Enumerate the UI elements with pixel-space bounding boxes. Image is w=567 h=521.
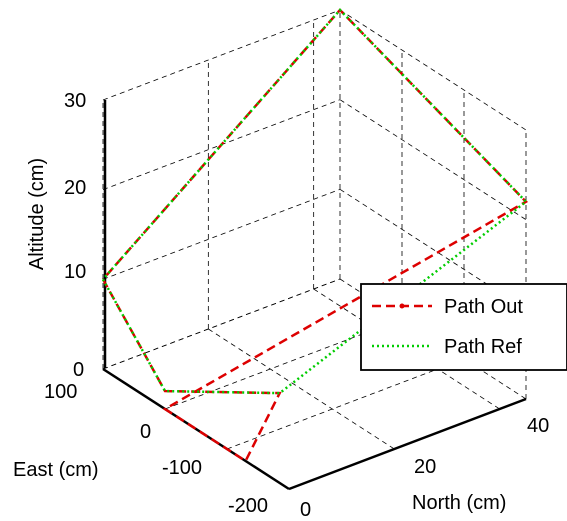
grid-line (102, 9, 341, 101)
x-axis-line (288, 397, 527, 491)
z-tick-label: 0 (73, 359, 84, 381)
legend-box (360, 283, 567, 371)
grid-line (226, 358, 465, 450)
x-tick-label: 20 (414, 456, 436, 478)
z-axis-label: Altitude (cm) (26, 158, 48, 270)
axis-labels: Altitude (cm) East (cm) North (cm) (13, 158, 506, 514)
y-tick-label: -200 (228, 495, 268, 517)
y-tick-label: -100 (162, 457, 202, 479)
series-line-path-out (101, 8, 529, 463)
y-tick-label: 0 (140, 421, 151, 443)
grid-line (102, 188, 341, 280)
x-tick-label: 40 (527, 415, 549, 437)
grid-line (102, 278, 341, 370)
y-axis-label: East (cm) (13, 459, 99, 481)
x-axis-label: North (cm) (412, 492, 506, 514)
z-tick-label: 20 (64, 177, 86, 199)
axes (102, 100, 527, 491)
legend-marker-path-out (399, 303, 405, 309)
y-axis-line (102, 367, 290, 491)
legend-label-path-out: Path Out (444, 296, 523, 318)
series-line-path-ref (101, 8, 528, 395)
x-tick-label: 0 (300, 499, 311, 521)
legend: Path Out Path Ref (360, 283, 567, 371)
z-tick-label: 30 (64, 90, 86, 112)
grid-line (208, 328, 395, 450)
y-tick-label: 100 (44, 381, 77, 403)
tick-labels: 0 10 20 30 100 0 -100 -200 0 20 40 (44, 90, 549, 521)
z-tick-label: 10 (64, 261, 86, 283)
legend-label-path-ref: Path Ref (444, 336, 522, 358)
series-lines (101, 8, 529, 463)
grid-line (339, 99, 527, 221)
grid-line (339, 9, 527, 131)
